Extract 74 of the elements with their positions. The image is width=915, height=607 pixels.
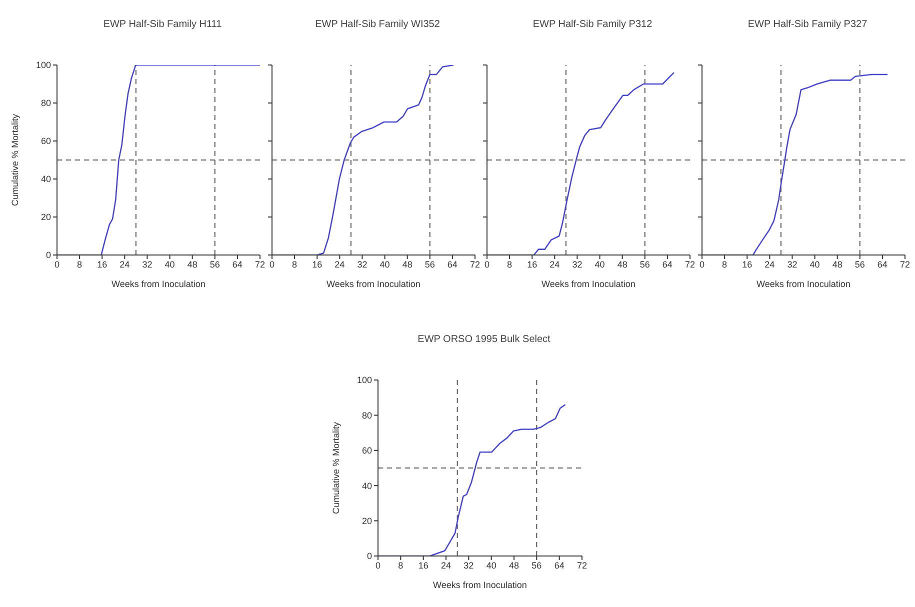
- chart-title: EWP ORSO 1995 Bulk Select: [416, 333, 552, 347]
- x-tick-label: 16: [312, 259, 322, 270]
- chart-title: EWP Half-Sib Family P312: [532, 18, 654, 32]
- x-tick-label: 64: [554, 560, 564, 570]
- x-tick-label: 8: [722, 259, 728, 270]
- y-tick-label: 20: [40, 212, 51, 222]
- x-tick-label: 72: [470, 259, 480, 270]
- x-tick-label: 72: [254, 259, 266, 270]
- x-tick-label: 32: [464, 560, 474, 570]
- x-tick-label: 40: [164, 259, 175, 270]
- x-tick-label: 0: [484, 259, 490, 270]
- x-tick-label: 0: [699, 259, 705, 270]
- x-tick-label: 40: [380, 259, 390, 270]
- x-axis-title: Weeks from Inoculation: [433, 580, 527, 590]
- x-tick-label: 56: [424, 259, 435, 270]
- x-tick-label: 32: [572, 259, 582, 270]
- x-tick-label: 64: [662, 259, 672, 270]
- x-tick-label: 40: [594, 259, 605, 270]
- x-tick-label: 48: [187, 259, 198, 270]
- x-tick-label: 56: [640, 259, 650, 270]
- x-axis-title: Weeks from Inoculation: [326, 279, 420, 289]
- x-tick-label: 24: [120, 259, 130, 270]
- x-tick-label: 16: [418, 560, 428, 570]
- x-tick-label: 8: [77, 259, 82, 270]
- y-tick-label: 40: [362, 480, 372, 491]
- x-tick-label: 48: [402, 259, 412, 270]
- x-tick-label: 48: [508, 560, 520, 570]
- x-tick-label: 32: [787, 259, 798, 270]
- x-tick-label: 24: [440, 560, 452, 570]
- x-tick-label: 0: [269, 259, 275, 270]
- x-tick-label: 24: [764, 259, 775, 270]
- x-tick-label: 56: [854, 259, 865, 270]
- x-tick-label: 56: [210, 259, 220, 270]
- x-tick-label: 72: [684, 259, 696, 270]
- x-tick-label: 8: [507, 259, 512, 270]
- y-tick-label: 80: [40, 98, 51, 108]
- chart-title: EWP Half-Sib Family WI352: [314, 18, 441, 32]
- x-tick-label: 56: [532, 560, 542, 570]
- y-tick-label: 40: [40, 174, 51, 184]
- y-axis-title: Cumulative % Mortality: [331, 421, 342, 514]
- y-tick-label: 20: [362, 516, 372, 526]
- x-tick-label: 32: [142, 259, 152, 270]
- y-tick-label: 100: [356, 375, 372, 386]
- x-axis-title: Weeks from Inoculation: [542, 279, 636, 289]
- y-tick-label: 0: [46, 250, 51, 260]
- x-tick-label: 0: [375, 560, 381, 570]
- x-tick-label: 40: [486, 560, 496, 570]
- x-tick-label: 16: [97, 259, 108, 270]
- y-axis-title: Cumulative % Mortality: [10, 113, 20, 206]
- x-axis-title: Weeks from Inoculation: [112, 279, 206, 289]
- y-tick-label: 0: [366, 551, 372, 562]
- x-tick-label: 72: [576, 560, 588, 570]
- x-tick-label: 8: [292, 259, 298, 270]
- x-tick-label: 64: [877, 259, 888, 270]
- y-tick-label: 80: [362, 410, 372, 420]
- x-tick-label: 24: [334, 259, 345, 270]
- x-tick-label: 16: [527, 259, 538, 270]
- x-axis-title: Weeks from Inoculation: [756, 279, 850, 289]
- x-tick-label: 24: [550, 259, 560, 270]
- y-tick-label: 60: [40, 136, 51, 146]
- chart-title: EWP Half-Sib Family H111: [102, 18, 223, 32]
- x-tick-label: 72: [900, 259, 910, 270]
- x-tick-label: 48: [617, 259, 628, 270]
- x-tick-label: 48: [832, 259, 842, 270]
- x-tick-label: 32: [357, 259, 368, 270]
- y-tick-label: 60: [362, 446, 372, 456]
- x-tick-label: 8: [398, 560, 404, 570]
- y-tick-label: 100: [36, 60, 51, 70]
- chart-title: EWP Half-Sib Family P327: [746, 18, 868, 32]
- x-tick-label: 64: [232, 259, 242, 270]
- x-tick-label: 40: [810, 259, 820, 270]
- x-tick-label: 16: [742, 259, 752, 270]
- x-tick-label: 0: [54, 259, 60, 270]
- x-tick-label: 64: [447, 259, 458, 270]
